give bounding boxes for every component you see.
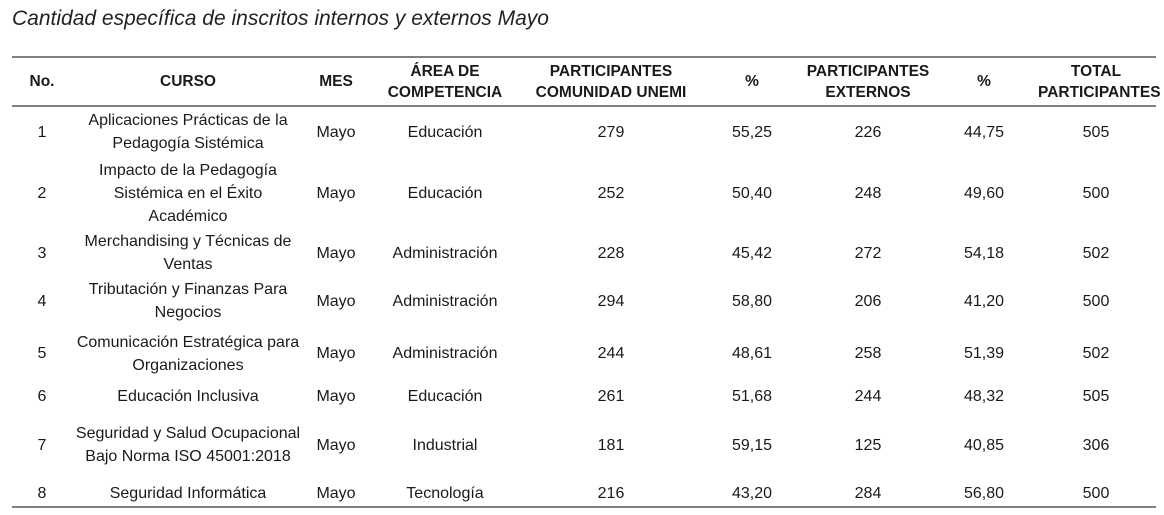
cell-external-participants: 206 bbox=[854, 292, 882, 310]
cell-internal-participants: 216 bbox=[597, 484, 625, 502]
cell-internal-percent: 50,40 bbox=[731, 184, 773, 202]
cell-external-participants: 258 bbox=[854, 345, 882, 362]
cell-total: 502 bbox=[1082, 244, 1110, 262]
cell-external-percent: 56,80 bbox=[963, 484, 1005, 502]
cell-total: 505 bbox=[1082, 123, 1110, 141]
cell-number: 1 bbox=[37, 123, 47, 141]
cell-internal-participants: 261 bbox=[597, 387, 625, 405]
cell-internal-percent: 59,15 bbox=[731, 436, 773, 454]
cell-external-participants: 248 bbox=[854, 184, 882, 202]
cell-internal-percent: 48,61 bbox=[731, 345, 773, 362]
cell-external-percent: 41,20 bbox=[963, 292, 1005, 310]
header-cell-area: ÁREA DE COMPETENCIA bbox=[387, 62, 503, 101]
cell-area: Educación bbox=[407, 184, 483, 202]
table-caption: Cantidad específica de inscritos interno… bbox=[12, 7, 549, 30]
cell-number: 3 bbox=[37, 244, 47, 262]
cell-external-percent: 40,85 bbox=[963, 436, 1005, 454]
cell-course: Aplicaciones Prácticas de la Pedagogía S… bbox=[88, 112, 288, 152]
header-cell-month: MES bbox=[319, 73, 353, 90]
cell-course: Educación Inclusiva bbox=[117, 387, 259, 405]
table-row: 3 Merchandising y Técnicas de Ventas May… bbox=[12, 229, 1156, 277]
cell-total: 505 bbox=[1082, 387, 1110, 405]
cell-area: Educación bbox=[407, 387, 483, 405]
cell-total: 500 bbox=[1082, 292, 1110, 310]
cell-area: Administración bbox=[392, 292, 498, 310]
cell-external-participants: 226 bbox=[854, 123, 882, 141]
cell-total: 500 bbox=[1082, 184, 1110, 202]
header-cell-number: No. bbox=[29, 73, 55, 90]
cell-external-percent: 49,60 bbox=[963, 184, 1005, 202]
header-cell-external-percent: % bbox=[977, 73, 991, 90]
cell-number: 7 bbox=[37, 436, 47, 454]
cell-area: Administración bbox=[392, 244, 498, 262]
cell-number: 5 bbox=[37, 345, 47, 362]
cell-external-participants: 284 bbox=[854, 484, 882, 502]
cell-area: Educación bbox=[407, 123, 483, 141]
cell-course: Impacto de la Pedagogía Sistémica en el … bbox=[99, 161, 277, 225]
table-row: 4 Tributación y Finanzas Para Negocios M… bbox=[12, 277, 1156, 325]
cell-area: Administración bbox=[392, 345, 498, 362]
cell-course: Merchandising y Técnicas de Ventas bbox=[84, 233, 292, 273]
cell-internal-participants: 181 bbox=[597, 436, 625, 454]
cell-course: Tributación y Finanzas Para Negocios bbox=[88, 281, 288, 321]
cell-internal-percent: 43,20 bbox=[731, 484, 773, 502]
cell-course: Seguridad Informática bbox=[109, 484, 267, 502]
header-cell-total: TOTAL PARTICIPANTES bbox=[1038, 62, 1161, 101]
cell-number: 4 bbox=[37, 292, 47, 310]
cell-internal-participants: 244 bbox=[597, 345, 625, 362]
cell-course: Comunicación Estratégica para Organizaci… bbox=[76, 333, 300, 374]
cell-external-participants: 244 bbox=[854, 387, 882, 405]
cell-number: 2 bbox=[37, 184, 47, 202]
enrollment-table: No. CURSO MES ÁREA DE COMPETENCIA PARTIC… bbox=[12, 56, 1161, 508]
cell-internal-participants: 294 bbox=[597, 292, 625, 310]
header-cell-internal-participants: PARTICIPANTES COMUNIDAD UNEMI bbox=[535, 62, 687, 101]
cell-external-participants: 125 bbox=[854, 436, 882, 454]
cell-external-percent: 44,75 bbox=[963, 123, 1005, 141]
header-cell-internal-percent: % bbox=[745, 73, 759, 90]
cell-external-percent: 48,32 bbox=[963, 387, 1005, 405]
cell-month: Mayo bbox=[316, 345, 356, 362]
cell-number: 6 bbox=[37, 387, 47, 405]
cell-month: Mayo bbox=[316, 484, 356, 502]
cell-area: Tecnología bbox=[406, 484, 484, 502]
cell-course: Seguridad y Salud Ocupacional Bajo Norma… bbox=[75, 425, 301, 465]
header-row: No. CURSO MES ÁREA DE COMPETENCIA PARTIC… bbox=[12, 57, 1161, 106]
cell-external-percent: 51,39 bbox=[963, 345, 1005, 362]
table-row: 2 Impacto de la Pedagogía Sistémica en e… bbox=[12, 157, 1156, 229]
cell-month: Mayo bbox=[316, 292, 356, 310]
table-row: 5 Comunicación Estratégica para Organiza… bbox=[12, 325, 1156, 382]
cell-month: Mayo bbox=[316, 123, 356, 141]
cell-area: Industrial bbox=[412, 436, 478, 454]
cell-external-percent: 54,18 bbox=[963, 244, 1005, 262]
table-row: 6 Educación Inclusiva Mayo Educación 261… bbox=[12, 382, 1156, 410]
cell-number: 8 bbox=[37, 484, 47, 502]
cell-total: 500 bbox=[1082, 484, 1110, 502]
cell-month: Mayo bbox=[316, 387, 356, 405]
cell-internal-participants: 279 bbox=[597, 123, 625, 141]
cell-month: Mayo bbox=[316, 436, 356, 454]
cell-internal-percent: 58,80 bbox=[731, 292, 773, 310]
cell-month: Mayo bbox=[316, 184, 356, 202]
cell-internal-percent: 51,68 bbox=[731, 387, 773, 405]
cell-external-participants: 272 bbox=[854, 244, 882, 262]
cell-internal-percent: 45,42 bbox=[731, 244, 773, 262]
table-row: 7 Seguridad y Salud Ocupacional Bajo Nor… bbox=[12, 410, 1156, 480]
cell-internal-participants: 228 bbox=[597, 244, 625, 262]
table-row: 8 Seguridad Informática Mayo Tecnología … bbox=[12, 480, 1156, 507]
cell-month: Mayo bbox=[316, 244, 356, 262]
cell-internal-percent: 55,25 bbox=[731, 123, 773, 141]
header-cell-external-participants: PARTICIPANTES EXTERNOS bbox=[806, 62, 930, 101]
cell-internal-participants: 252 bbox=[597, 184, 625, 202]
cell-total: 306 bbox=[1082, 436, 1110, 454]
header-cell-course: CURSO bbox=[160, 73, 216, 90]
table-row: 1 Aplicaciones Prácticas de la Pedagogía… bbox=[12, 106, 1156, 157]
cell-total: 502 bbox=[1082, 345, 1110, 362]
